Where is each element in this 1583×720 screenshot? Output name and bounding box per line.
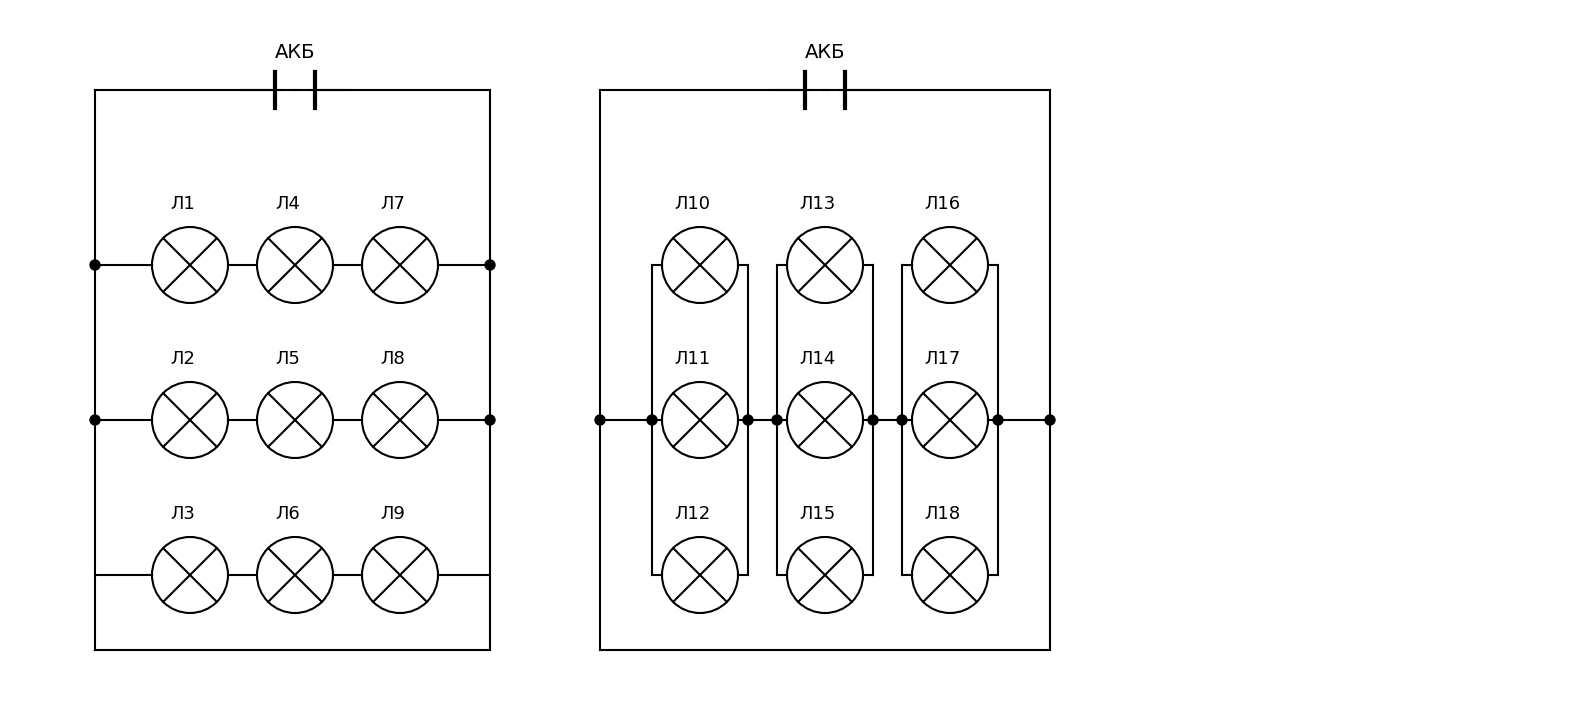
Text: Л16: Л16: [924, 195, 961, 213]
Text: Л6: Л6: [275, 505, 299, 523]
Text: Л1: Л1: [169, 195, 195, 213]
Text: Л17: Л17: [924, 350, 961, 368]
Circle shape: [993, 415, 1004, 425]
Circle shape: [90, 260, 100, 270]
Text: Л13: Л13: [799, 195, 836, 213]
Text: Л18: Л18: [924, 505, 961, 523]
Text: Л2: Л2: [169, 350, 195, 368]
Text: Л10: Л10: [674, 195, 711, 213]
Circle shape: [898, 415, 907, 425]
Text: Л7: Л7: [380, 195, 405, 213]
Circle shape: [484, 415, 495, 425]
Text: АКБ: АКБ: [275, 43, 315, 62]
Circle shape: [1045, 415, 1054, 425]
Text: Л14: Л14: [799, 350, 836, 368]
Text: Л8: Л8: [380, 350, 405, 368]
Circle shape: [773, 415, 782, 425]
Text: АКБ: АКБ: [804, 43, 845, 62]
Circle shape: [595, 415, 605, 425]
Circle shape: [484, 260, 495, 270]
Circle shape: [90, 415, 100, 425]
Circle shape: [742, 415, 754, 425]
Text: Л15: Л15: [799, 505, 836, 523]
Text: Л4: Л4: [275, 195, 299, 213]
Text: Л11: Л11: [674, 350, 711, 368]
Text: Л5: Л5: [275, 350, 299, 368]
Circle shape: [647, 415, 657, 425]
Text: Л12: Л12: [674, 505, 711, 523]
Text: Л9: Л9: [380, 505, 405, 523]
Circle shape: [867, 415, 879, 425]
Text: Л3: Л3: [169, 505, 195, 523]
